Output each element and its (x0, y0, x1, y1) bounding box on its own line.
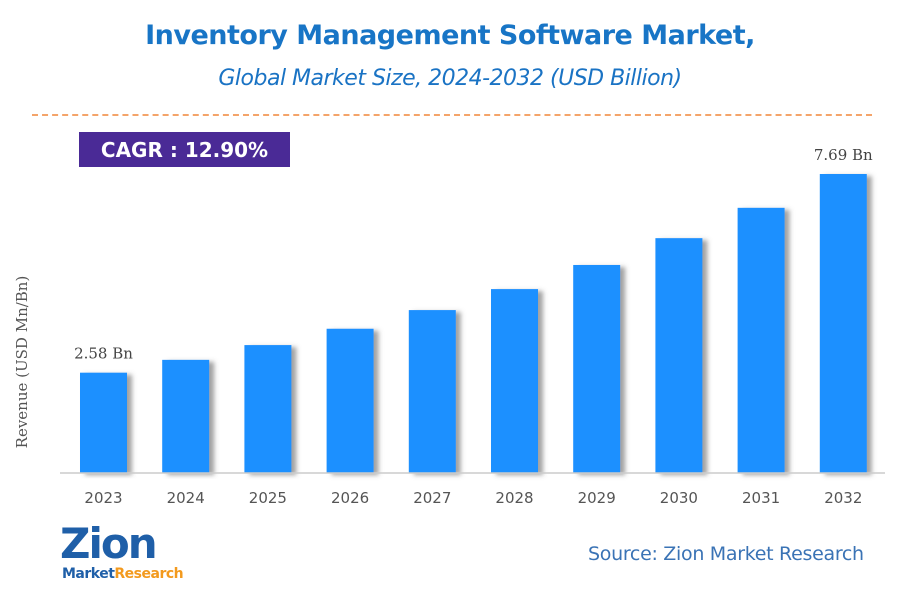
bar-2029 (573, 264, 621, 473)
zion-logo: Zion MarketResearch (60, 522, 200, 590)
x-tick-label: 2032 (824, 489, 862, 507)
data-label: 7.69 Bn (814, 146, 873, 164)
x-tick-labels: 2023 2024 2025 2026 2027 2028 2029 2030 2031 2032 (84, 489, 862, 507)
logo-sub-research: Research (114, 566, 184, 582)
x-tick-label: 2027 (413, 489, 451, 507)
logo-subtitle: MarketResearch (62, 566, 184, 582)
bar-2023 (80, 372, 127, 473)
bar-2032 (819, 174, 867, 473)
bar-2028 (491, 289, 538, 473)
bar-2026 (326, 328, 374, 473)
data-labels: 2.58 Bn 7.69 Bn (74, 146, 873, 363)
logo-sub-market: Market (62, 566, 115, 582)
bar-2031 (737, 207, 785, 474)
source-text: Source: Zion Market Research (588, 543, 864, 565)
logo-wordmark: Zion (60, 519, 158, 568)
cagr-badge: CAGR : 12.90% (79, 132, 290, 167)
chart-title: Inventory Management Software Market, (145, 20, 755, 51)
x-tick-label: 2025 (249, 489, 287, 507)
chart-subtitle: Global Market Size, 2024-2032 (USD Billi… (218, 66, 682, 91)
x-tick-label: 2028 (495, 489, 533, 507)
x-tick-label: 2031 (742, 489, 780, 507)
bar-2030 (655, 238, 703, 473)
x-tick-label: 2024 (167, 489, 205, 507)
x-tick-label: 2029 (578, 489, 616, 507)
x-tick-label: 2026 (331, 489, 369, 507)
bar-2024 (162, 359, 210, 473)
bar-2025 (244, 345, 292, 473)
bar-2027 (408, 310, 456, 473)
dashed-divider (32, 114, 872, 116)
x-tick-label: 2030 (660, 489, 698, 507)
bars-group (80, 174, 867, 474)
data-label: 2.58 Bn (74, 345, 133, 363)
x-tick-label: 2023 (84, 489, 122, 507)
